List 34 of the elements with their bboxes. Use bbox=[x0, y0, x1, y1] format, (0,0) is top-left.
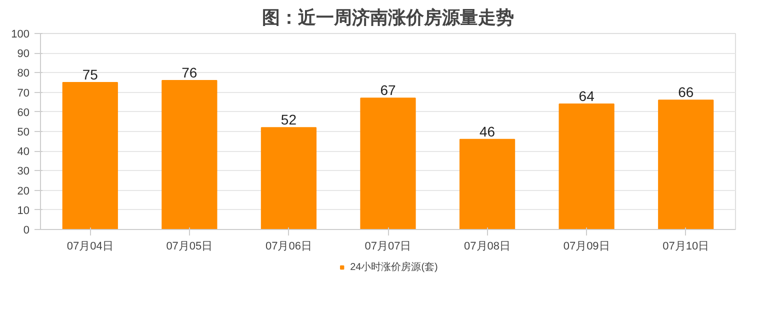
y-tick-label: 10 bbox=[17, 204, 30, 217]
data-label: 67 bbox=[380, 82, 396, 98]
y-tick-label: 40 bbox=[17, 146, 30, 158]
x-tick-label: 07月07日 bbox=[364, 240, 412, 252]
bar bbox=[62, 82, 118, 230]
y-tick-label: 60 bbox=[17, 106, 30, 119]
data-label: 52 bbox=[280, 112, 297, 128]
bar bbox=[558, 104, 614, 230]
bar bbox=[658, 100, 714, 230]
x-tick-label: 07月05日 bbox=[166, 240, 213, 252]
x-tick-label: 07月04日 bbox=[66, 240, 114, 252]
data-label: 75 bbox=[82, 66, 98, 82]
y-tick-label: 50 bbox=[17, 126, 30, 138]
x-tick-label: 07月08日 bbox=[464, 240, 511, 252]
x-tick-label: 07月09日 bbox=[563, 240, 610, 252]
y-tick-label: 100 bbox=[11, 28, 30, 40]
y-tick-label: 90 bbox=[17, 48, 30, 60]
y-tick-label: 0 bbox=[23, 224, 30, 236]
data-label: 66 bbox=[678, 84, 694, 100]
data-label: 64 bbox=[578, 88, 595, 104]
chart-title: 图：近一周济南涨价房源量走势 bbox=[262, 8, 514, 28]
y-tick-label: 30 bbox=[17, 166, 30, 178]
y-tick-label: 80 bbox=[17, 68, 30, 80]
bar bbox=[260, 127, 317, 230]
bar bbox=[360, 98, 416, 230]
data-label: 76 bbox=[182, 64, 198, 81]
legend-label: 24小时涨价房源(套) bbox=[350, 260, 438, 274]
x-tick-label: 07月06日 bbox=[265, 240, 312, 252]
data-label: 46 bbox=[480, 123, 496, 140]
y-tick-label: 20 bbox=[17, 185, 30, 198]
bar bbox=[162, 80, 218, 230]
x-tick-label: 07月10日 bbox=[662, 240, 710, 252]
bar bbox=[459, 138, 516, 230]
y-tick-label: 70 bbox=[17, 87, 30, 100]
